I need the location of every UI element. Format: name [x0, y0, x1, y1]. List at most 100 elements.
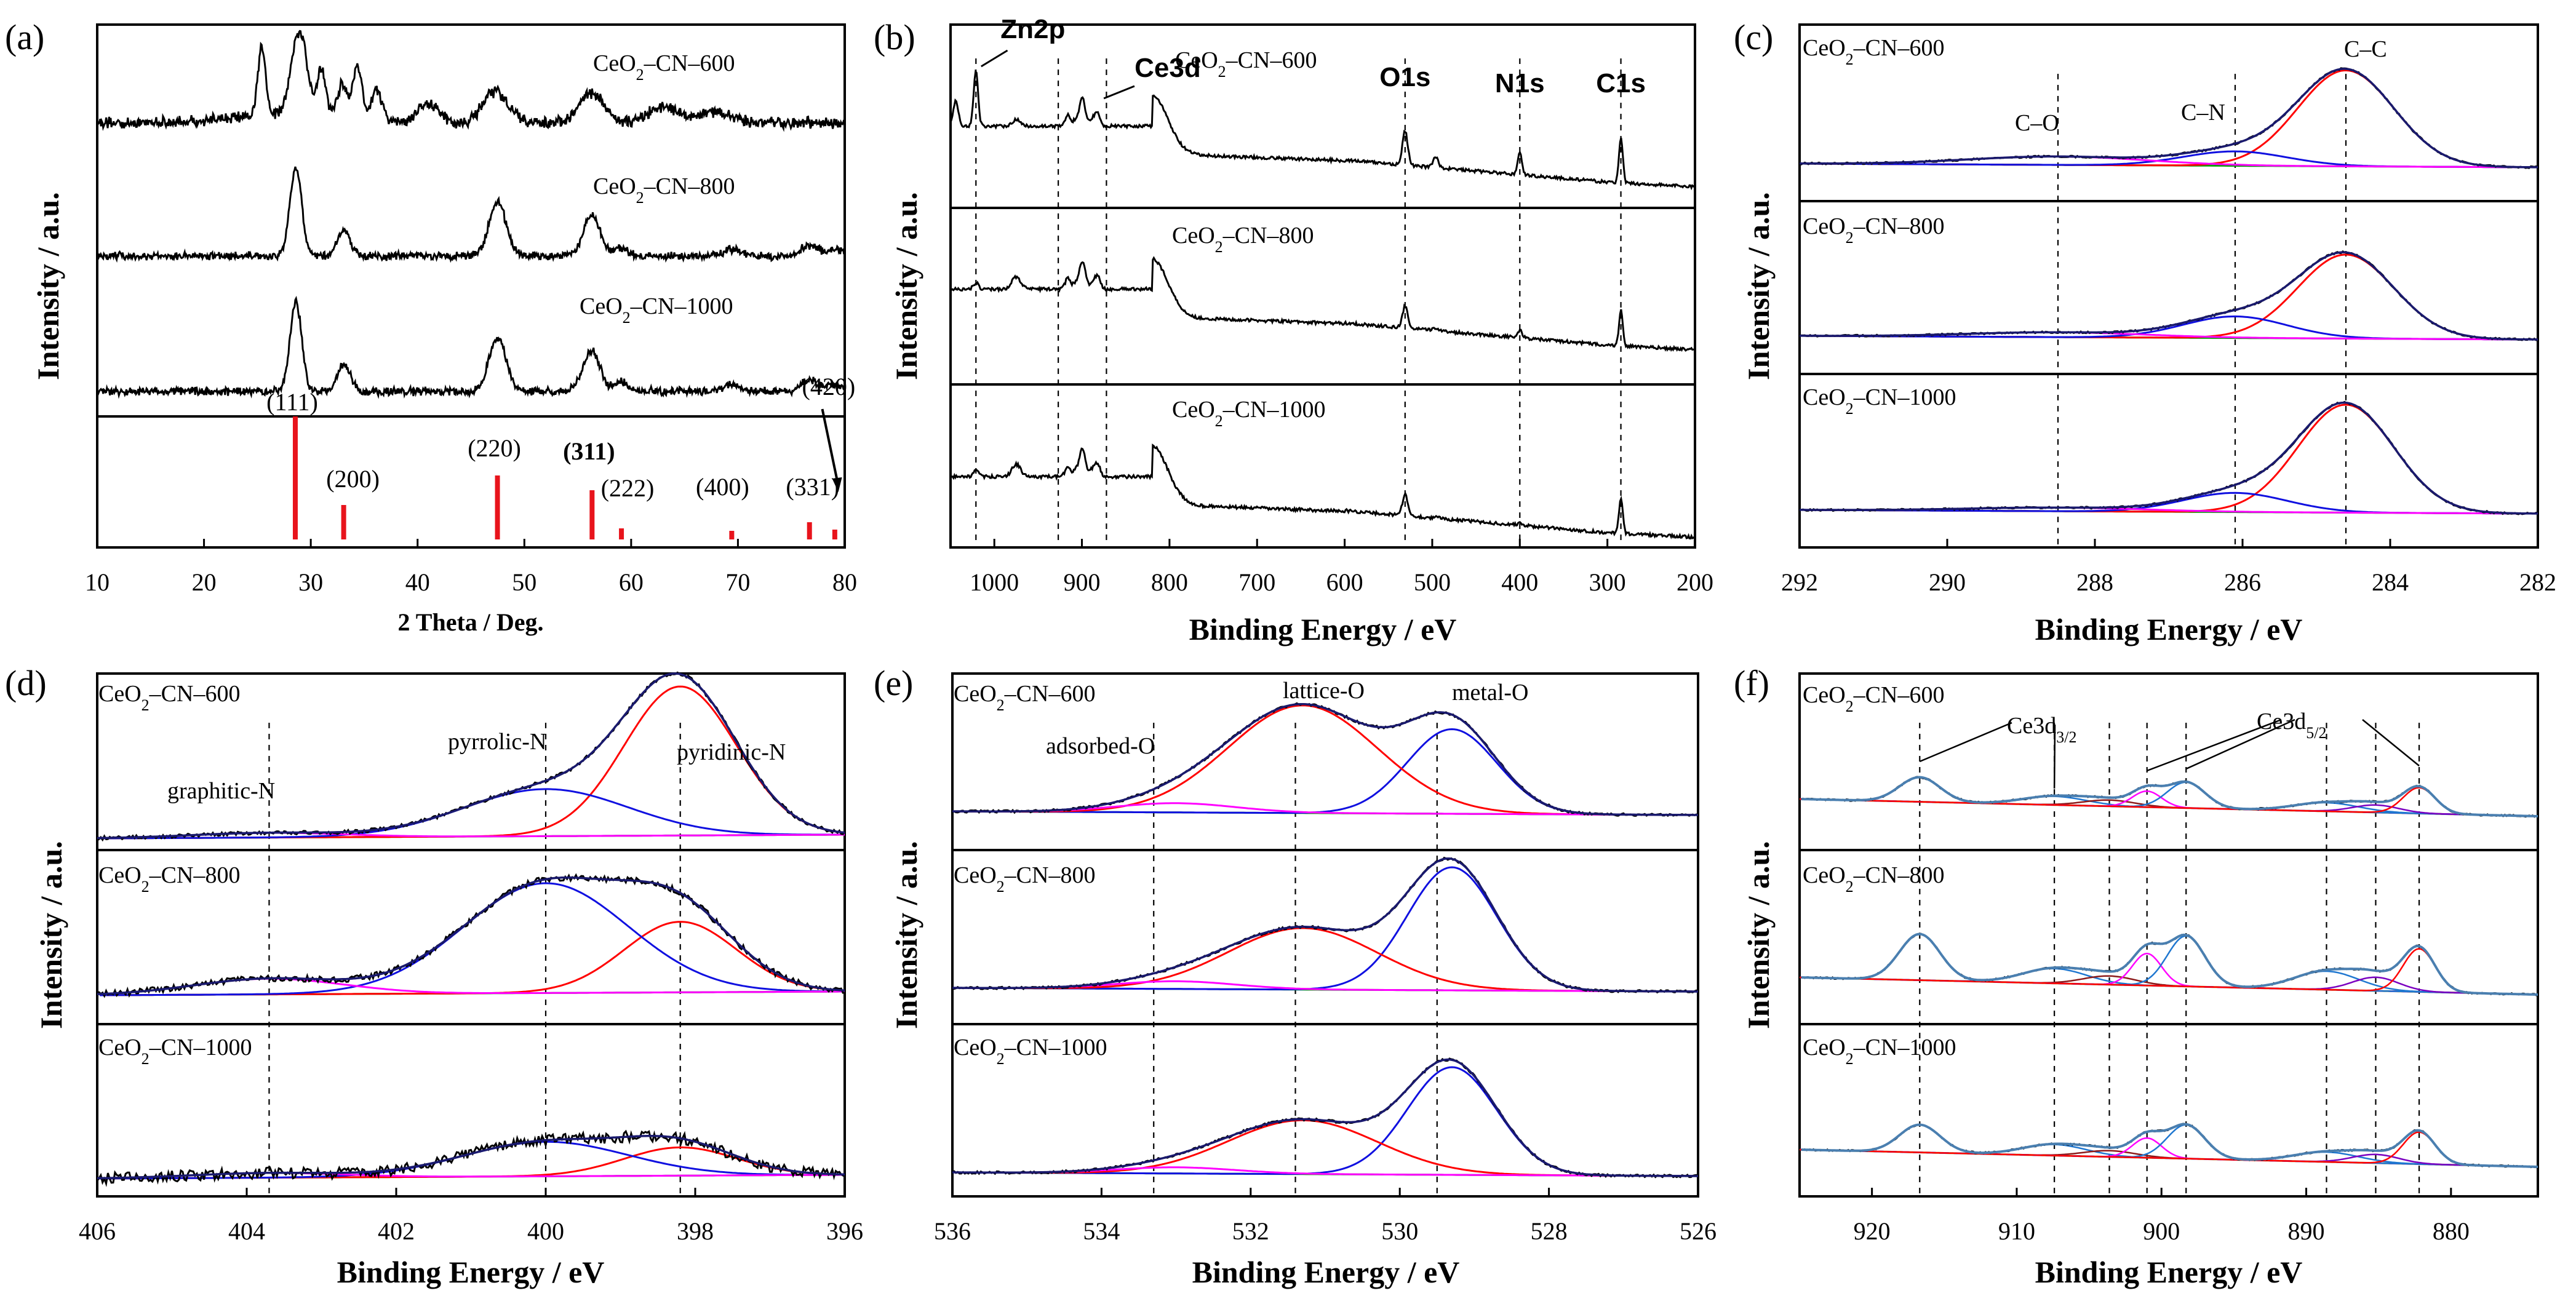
panel-a-frame	[96, 23, 846, 549]
fit-envelope	[952, 857, 1698, 993]
x-tick-label: 1000	[970, 568, 1019, 596]
panel-a: (a) (111)(200)(220) (311)(222) (400) (331)(…	[5, 17, 857, 636]
survey-peak-label: C1s	[1596, 68, 1646, 98]
panel-f-x-axis-label: Binding Energy / eV	[2035, 1255, 2303, 1289]
panel-f-series-label-800: CeO2–CN–800	[1803, 862, 1944, 896]
fit-envelope	[1801, 932, 2538, 996]
x-tick-label: 600	[1326, 568, 1363, 596]
panel-b-series-label-1000: CeO2–CN–1000	[1172, 397, 1325, 430]
raw-data	[97, 873, 845, 998]
panel-c-peak-label-cn: C–N	[2181, 100, 2225, 125]
panel-e-x-axis-label: Binding Energy / eV	[1192, 1255, 1460, 1289]
panel-c: (c) 292 290 288 286 284 282 CeO2–CN–600 CeO2–…	[1734, 17, 2556, 646]
survey-peak-label: O1s	[1379, 62, 1430, 92]
x-tick-label: 404	[228, 1217, 265, 1245]
x-tick-label: 800	[1151, 568, 1188, 596]
reference-stick	[832, 530, 837, 539]
panel-d-plot	[96, 671, 846, 1193]
panel-c-x-ticks: 292 290 288 286 284 282	[1781, 539, 2556, 596]
panel-f-peak-label-ce3d32: Ce3d3/2	[2007, 713, 2076, 746]
panel-d-peak-label-pyrrolic: pyrrolic-N	[448, 729, 546, 755]
panel-e-x-ticks: 536 534 532 530 528 526	[934, 1188, 1717, 1245]
panel-f-y-axis-label: Intensity / a.u.	[1741, 841, 1776, 1029]
panel-f-x-ticks: 920 910 900 890 880	[1854, 1188, 2470, 1245]
panel-f-plot	[1799, 718, 2538, 1193]
xrd-trace	[96, 30, 846, 132]
panel-d-y-axis-label: Intensity / a.u.	[34, 841, 68, 1029]
panel-e-frame	[951, 672, 1699, 1198]
panel-e-peak-label-adsorbed: adsorbed-O	[1046, 733, 1155, 759]
x-tick-label: 900	[2143, 1217, 2180, 1245]
panel-f-peak-label-ce3d52: Ce3d5/2	[2257, 709, 2326, 742]
panel-e-label: (e)	[874, 663, 913, 703]
x-tick-label: 530	[1381, 1217, 1418, 1245]
x-tick-label: 532	[1232, 1217, 1269, 1245]
panel-e-y-axis-label: Intensity / a.u.	[889, 841, 923, 1029]
x-tick-label: 398	[677, 1217, 714, 1245]
raw-data	[96, 1129, 845, 1187]
x-tick-label: 890	[2288, 1217, 2325, 1245]
panel-a-x-axis-label: 2 Theta / Deg.	[397, 608, 543, 636]
x-tick-label: 500	[1414, 568, 1451, 596]
survey-trace	[950, 443, 1695, 540]
survey-peak-label: Ce3d	[1134, 53, 1201, 83]
reference-stick	[292, 416, 298, 539]
panel-f-series-label-1000: CeO2–CN–1000	[1803, 1035, 1956, 1068]
annotation-arrow	[2147, 718, 2282, 772]
x-tick-label: 526	[1680, 1217, 1717, 1245]
panel-b-series	[949, 69, 1695, 540]
x-tick-label: 50	[512, 568, 536, 596]
panel-e: (e) 536 534 532 530 528 526 CeO2–CN–600 CeO2–…	[874, 663, 1717, 1289]
fit-envelope	[97, 1135, 845, 1180]
x-tick-label: 288	[2076, 568, 2113, 596]
panel-f-label: (f)	[1734, 663, 1769, 703]
panel-a-reference-sticks: (111) (200) (220) (311) (222) (400) (331) (420)	[266, 373, 855, 539]
fit-envelope	[1800, 68, 2538, 169]
panel-b-label: (b)	[874, 17, 915, 57]
panel-b-x-axis-label: Binding Energy / eV	[1189, 612, 1457, 646]
panel-d-series-label-1000: CeO2–CN–1000	[98, 1035, 252, 1068]
x-tick-label: 70	[725, 568, 750, 596]
fit-component	[1799, 787, 2538, 817]
x-tick-label: 10	[85, 568, 110, 596]
panel-e-series-label-1000: CeO2–CN–1000	[954, 1035, 1107, 1068]
x-tick-label: 30	[298, 568, 323, 596]
panel-a-series-label-600: CeO2–CN–600	[593, 50, 735, 84]
panel-e-peak-label-lattice: lattice-O	[1283, 678, 1365, 704]
panel-f-frame	[1798, 672, 2539, 1198]
fit-component	[1799, 948, 2538, 996]
panel-d: (d) 406 404 402 400 398 396 CeO2–CN–600 CeO2–…	[5, 663, 863, 1289]
fit-component	[1799, 1131, 2538, 1168]
panel-b-series-label-600: CeO2–CN–600	[1175, 47, 1317, 81]
x-tick-label: 40	[405, 568, 430, 596]
panel-e-plot	[951, 702, 1699, 1193]
fit-envelope	[952, 702, 1698, 816]
panel-b-series-label-800: CeO2–CN–800	[1172, 223, 1314, 256]
panel-e-series-label-600: CeO2–CN–600	[954, 681, 1095, 714]
reference-stick-label: (331)	[786, 473, 839, 501]
arrow-420-head	[832, 477, 842, 492]
panel-a-x-ticks: 10 20 30 40 50 60 70 80	[85, 539, 857, 596]
arrow-420	[821, 408, 840, 487]
survey-peak-label: N1s	[1495, 68, 1545, 98]
fit-envelope	[97, 876, 845, 995]
x-tick-label: 282	[2519, 568, 2556, 596]
reference-stick	[589, 490, 595, 539]
survey-peak-label: Zn2p	[1000, 14, 1065, 44]
x-tick-label: 60	[619, 568, 644, 596]
x-tick-label: 402	[378, 1217, 415, 1245]
reference-stick	[807, 522, 812, 539]
x-tick-label: 400	[1501, 568, 1538, 596]
x-tick-label: 200	[1677, 568, 1713, 596]
fit-envelope	[97, 672, 845, 840]
fit-envelope	[952, 1058, 1698, 1177]
reference-stick-label: (111)	[266, 388, 318, 416]
reference-stick-label: (420)	[802, 373, 856, 400]
panel-c-series-label-800: CeO2–CN–800	[1803, 213, 1944, 247]
reference-stick-label: (311)	[563, 437, 615, 465]
x-tick-label: 292	[1781, 568, 1818, 596]
x-tick-label: 880	[2433, 1217, 2470, 1245]
panel-a-y-axis-label: Intensity / a.u.	[31, 192, 65, 380]
x-tick-label: 910	[1998, 1217, 2035, 1245]
